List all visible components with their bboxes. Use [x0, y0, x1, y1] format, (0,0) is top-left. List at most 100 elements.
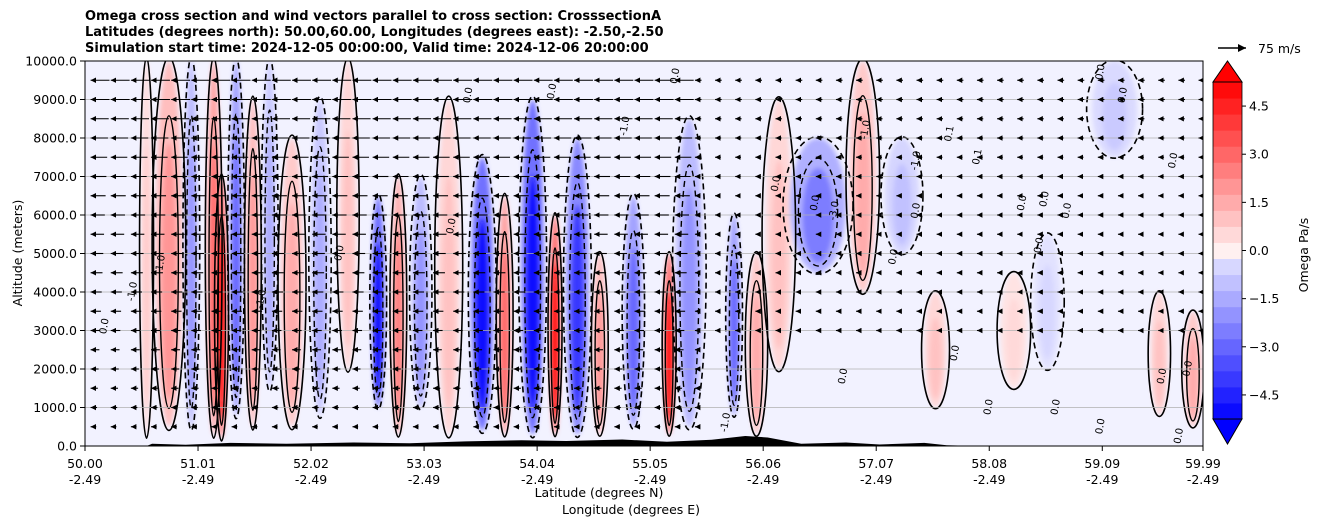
omega-core-30: [929, 317, 942, 399]
contour-outer-0: [138, 61, 155, 439]
x-tick-label-lon-0: -2.49: [69, 472, 101, 487]
contour-label-26: 0.0: [949, 344, 963, 362]
colorbar: 4.5 3.0 1.5 0.0 −1.5 −3.0 −4.5 Omega Pa/s: [1212, 60, 1311, 445]
wind-vectors: [90, 77, 1203, 430]
y-tick-label-6: 6000.0: [33, 208, 77, 223]
contour-label-27: 0.0: [982, 398, 996, 416]
colorbar-band-10: [1213, 242, 1242, 260]
contour-outer-14: [433, 95, 464, 439]
colorbar-band-6: [1213, 306, 1242, 324]
colorbar-band-17: [1213, 130, 1242, 147]
contour-inner-2: [185, 115, 197, 410]
omega-core-16: [500, 249, 509, 417]
x-tick-label-lat-8: 58.08: [971, 456, 1007, 471]
colorbar-ticks: 4.5 3.0 1.5 0.0 −1.5 −3.0 −4.5: [1242, 99, 1279, 402]
quiver-key-label: 75 m/s: [1258, 41, 1301, 56]
contour-outer-30: [920, 290, 951, 410]
x-axis: 50.00-2.4951.01-2.4952.02-2.4953.03-2.49…: [67, 446, 1221, 487]
colorbar-bands: [1212, 81, 1243, 420]
contour-label-30: 0.0: [1172, 427, 1186, 445]
x-tick-label-lon-2: -2.49: [295, 472, 327, 487]
colorbar-band-12: [1213, 210, 1242, 227]
colorbar-tick-label-4: −1.5: [1249, 291, 1279, 306]
contour-label-5: 0.0: [445, 217, 459, 235]
omega-core-22: [666, 294, 673, 421]
contour-inner-1: [158, 115, 180, 410]
omega-core-2: [187, 143, 196, 400]
colorbar-tick-label-1: 3.0: [1249, 147, 1269, 162]
contour-outer-12: [389, 173, 408, 438]
colorbar-band-7: [1213, 290, 1242, 308]
contour-outer-2: [182, 61, 201, 432]
contour-label-24: 0.0: [1117, 86, 1131, 104]
omega-core-19: [571, 204, 584, 413]
colorbar-band-4: [1213, 338, 1242, 356]
x-tick-label-lon-5: -2.49: [634, 472, 666, 487]
y-tick-label-0: 0.0: [57, 439, 77, 454]
contour-label-33: 0.0: [837, 367, 851, 385]
colorbar-tick-label-2: 1.5: [1249, 195, 1269, 210]
y-tick-label-4: 4000.0: [33, 285, 77, 300]
contour-inner-5: [230, 113, 242, 399]
contour-inner-8: [283, 180, 301, 414]
colorbar-band-0: [1213, 402, 1242, 420]
omega-core-0: [143, 145, 150, 407]
omega-core-5: [232, 140, 240, 389]
colorbar-band-13: [1213, 194, 1242, 211]
y-axis: 0.0 1000.0 2000.0 3000.0 4000.0 5000.0 6000.0 7…: [25, 54, 85, 454]
colorbar-band-19: [1213, 98, 1242, 115]
colorbar-tick-label-0: 4.5: [1249, 99, 1269, 114]
omega-core-1: [161, 143, 177, 400]
contour-label-29: 0.0: [1094, 418, 1108, 436]
omega-core-11: [374, 243, 382, 392]
x-tick-label-lat-1: 51.01: [180, 456, 216, 471]
omega-core-21: [628, 247, 639, 410]
terrain: [146, 436, 981, 446]
contour-label-12: -3.0: [827, 200, 841, 221]
y-tick-label-10: 10000.0: [25, 54, 77, 69]
omega-contours: [138, 61, 1203, 442]
contour-inner-15: [473, 197, 491, 418]
x-tick-label-lon-7: -2.49: [860, 472, 892, 487]
contour-label-1: -1.0: [126, 281, 140, 302]
contour-label-32: 0.0: [1181, 360, 1195, 378]
contour-inner-19: [568, 181, 586, 421]
omega-core-25: [751, 294, 762, 421]
omega-core-31: [1006, 298, 1022, 380]
colorbar-band-5: [1213, 322, 1242, 340]
omega-core-23: [681, 188, 697, 404]
contour-outer-8: [277, 134, 307, 431]
contour-label-10: 0.0: [770, 175, 784, 193]
x-tick-label-lon-4: -2.49: [521, 472, 553, 487]
contour-label-18: 0.1: [971, 148, 985, 166]
y-tick-label-1: 1000.0: [33, 400, 77, 415]
contour-label-22: 0.0: [1061, 202, 1075, 220]
contour-inner-21: [626, 229, 641, 416]
colorbar-band-2: [1213, 370, 1242, 388]
contour-inner-20: [594, 279, 606, 427]
colorbar-label: Omega Pa/s: [1296, 218, 1311, 293]
contour-outer-3: [204, 61, 223, 439]
colorbar-band-15: [1213, 162, 1242, 179]
contour-outer-24: [724, 212, 744, 419]
contour-inner-17: [524, 149, 542, 419]
title-line-2: Latitudes (degrees north): 50.00,60.00, …: [85, 25, 664, 40]
omega-core-7: [265, 134, 274, 364]
omega-core-8: [285, 202, 299, 406]
contour-outer-32: [1029, 232, 1066, 372]
contour-outer-23: [671, 114, 707, 431]
contour-label-2: -1.0: [154, 254, 168, 275]
colorbar-band-11: [1213, 226, 1242, 243]
x-tick-label-lon-3: -2.49: [408, 472, 440, 487]
contour-inner-13: [413, 210, 428, 397]
contour-label-8: -1.0: [618, 115, 632, 136]
colorbar-band-3: [1213, 354, 1242, 372]
x-tick-label-lat-10: 59.99: [1185, 456, 1221, 471]
contour-label-6: 0.0: [462, 86, 476, 104]
colorbar-band-8: [1213, 274, 1242, 292]
colorbar-extend-min: [1212, 418, 1243, 445]
omega-core-10: [343, 130, 353, 346]
colorbar-band-18: [1213, 114, 1242, 131]
omega-core-9: [315, 170, 325, 392]
contour-inner-16: [499, 230, 511, 424]
